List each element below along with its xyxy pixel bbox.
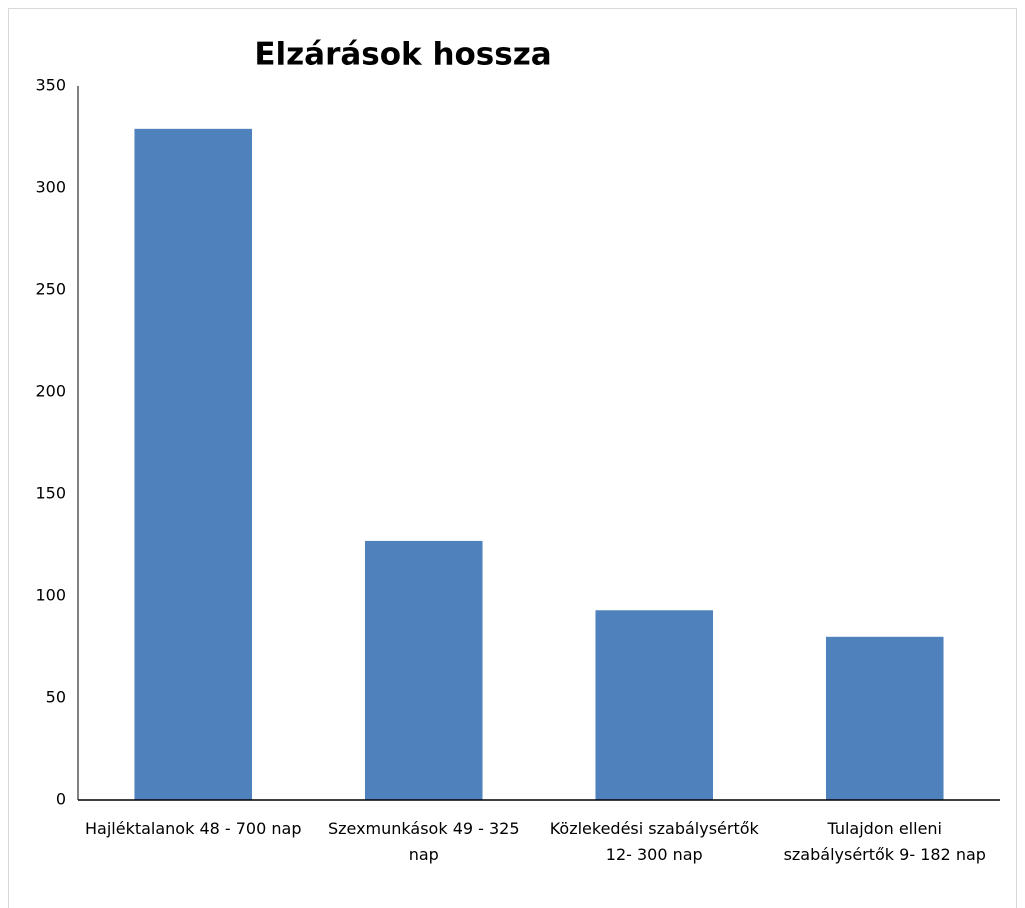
- y-tick-label: 150: [35, 484, 66, 503]
- chart-title: Elzárások hossza: [254, 37, 551, 73]
- chart-frame: [8, 8, 1017, 908]
- x-tick-label: Szexmunkások 49 - 325 nap: [327, 819, 525, 864]
- y-tick-label: 350: [35, 76, 66, 95]
- bar: [364, 540, 483, 800]
- bar: [595, 610, 714, 800]
- y-tick-label: 100: [35, 586, 66, 605]
- bar: [825, 636, 944, 800]
- y-tick-label: 300: [35, 178, 66, 197]
- x-tick-label: Hajléktalanok 48 - 700 nap: [85, 819, 302, 838]
- y-tick-label: 200: [35, 382, 66, 401]
- y-tick-label: 250: [35, 280, 66, 299]
- bar: [134, 128, 253, 801]
- y-tick-label: 0: [56, 790, 66, 809]
- x-tick-label: Közlekedési szabálysértők 12- 300 nap: [549, 819, 769, 864]
- x-tick-label: Tulajdon elleni szabálysértők 9- 182 nap: [783, 819, 986, 864]
- y-tick-label: 50: [46, 688, 66, 707]
